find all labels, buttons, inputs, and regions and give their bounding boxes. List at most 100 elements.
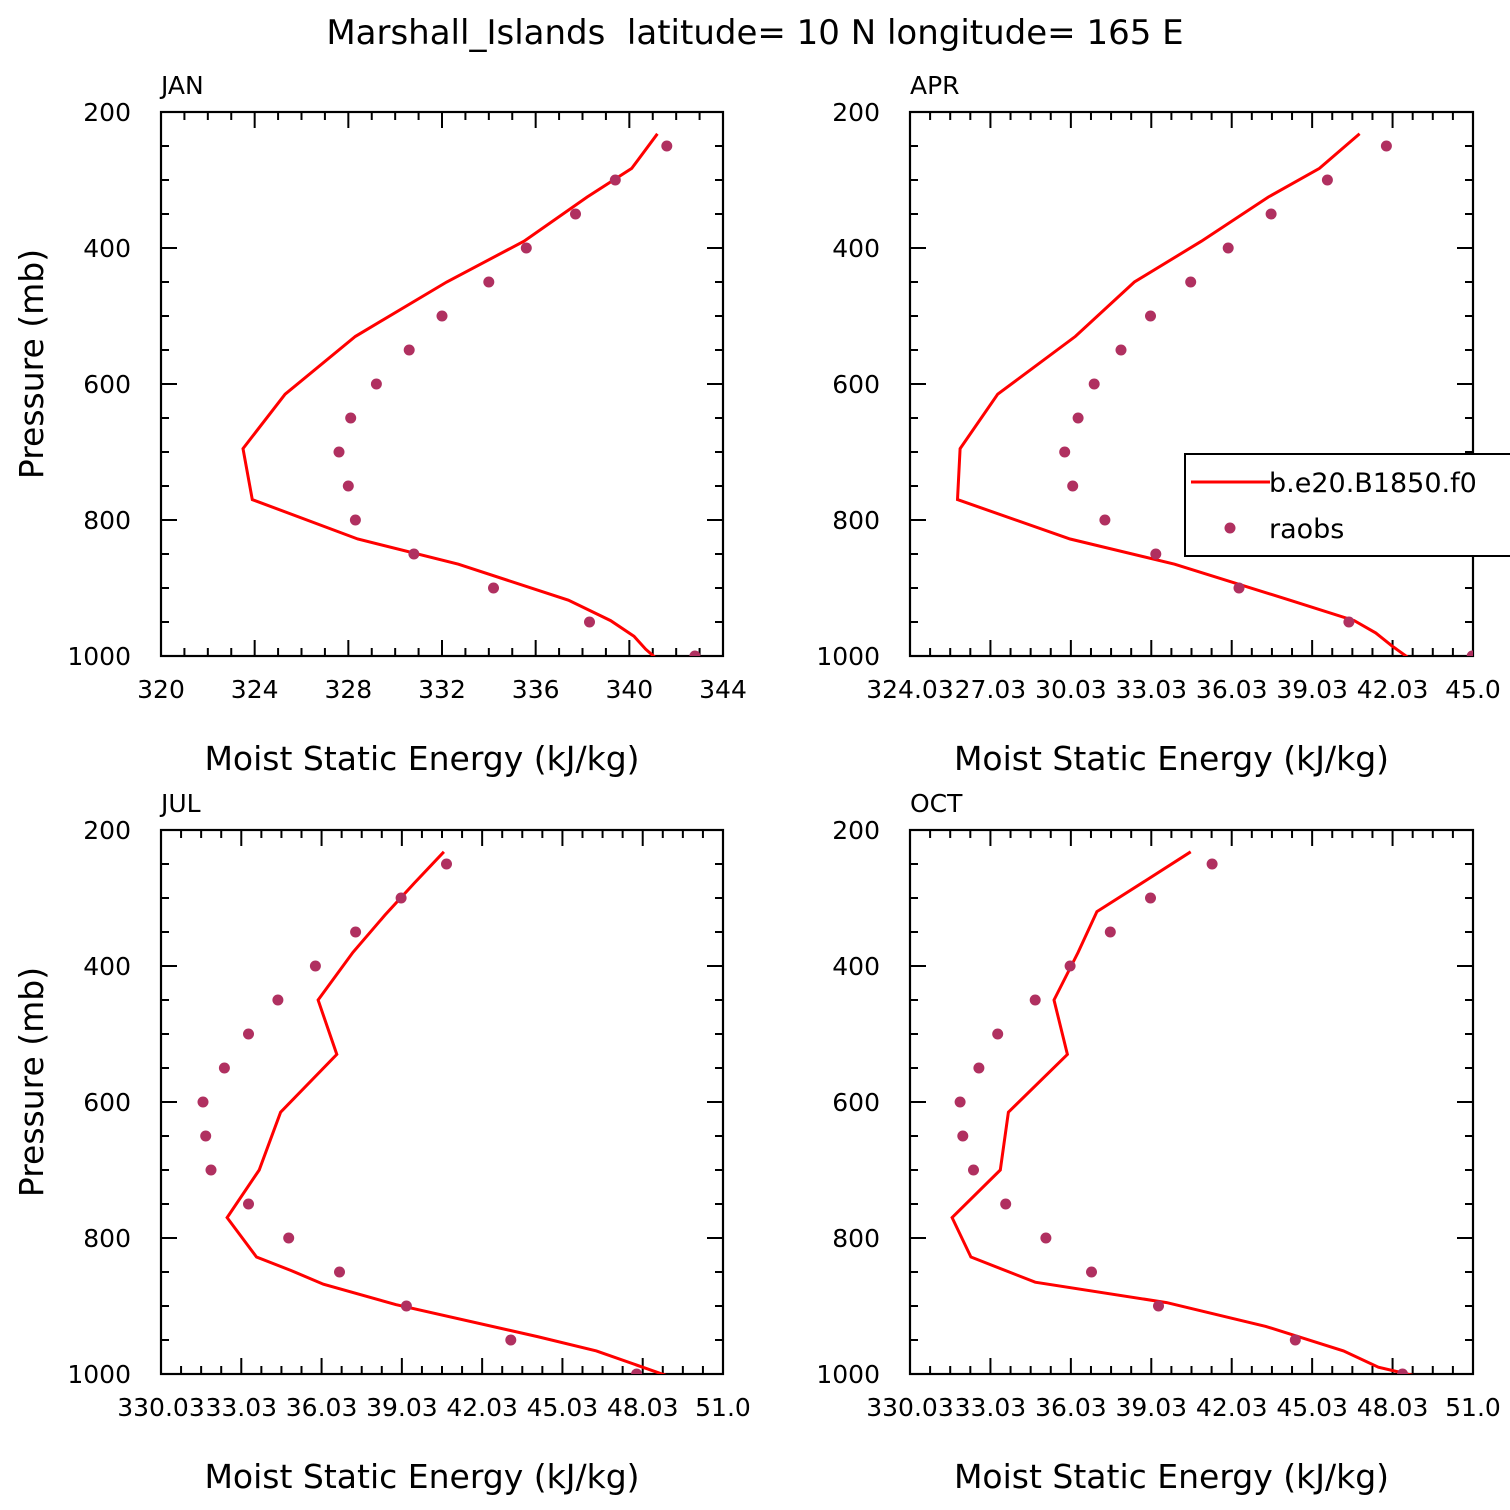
panel-jul: JUL 330.03 33.03 36.03 39.03 42.03 45.03 48.03 5… bbox=[12, 789, 751, 1496]
x-tick-label: 42.03 bbox=[1357, 675, 1429, 704]
x-tick-label: 27.03 bbox=[955, 675, 1027, 704]
raobs-point bbox=[1466, 650, 1473, 656]
y-tick-label: 400 bbox=[83, 952, 131, 981]
raobs-point bbox=[1380, 140, 1392, 152]
raobs-point bbox=[333, 446, 345, 458]
y-tick-label: 800 bbox=[832, 506, 880, 535]
legend-model-label: b.e20.B1850.f0 bbox=[1269, 468, 1477, 499]
raobs-point bbox=[1145, 892, 1156, 904]
plot-frame bbox=[908, 110, 1475, 658]
x-tick-label: 45.0 bbox=[1445, 675, 1501, 704]
y-tick-label: 600 bbox=[83, 370, 131, 399]
x-axis-label: Moist Static Energy (kJ/kg) bbox=[954, 739, 1389, 778]
plot-frame bbox=[159, 828, 725, 1376]
x-tick-label: 330.03 bbox=[117, 1393, 204, 1422]
raobs-point bbox=[243, 1198, 254, 1210]
x-tick-label: 340 bbox=[605, 675, 653, 704]
y-tick-label: 1000 bbox=[816, 642, 880, 671]
panel-label: JUL bbox=[159, 789, 201, 818]
x-tick-label: 48.03 bbox=[1357, 1393, 1429, 1422]
raobs-point bbox=[283, 1232, 295, 1244]
panel-apr: APR 324.03 27.03 30.03 33.03 36.03 39.03 42.03 4… bbox=[816, 71, 1510, 778]
raobs-point bbox=[661, 140, 673, 152]
raobs-point bbox=[370, 378, 382, 390]
raobs-point bbox=[1000, 1198, 1012, 1210]
raobs-point bbox=[1059, 446, 1071, 458]
model-series-line bbox=[225, 850, 667, 1374]
raobs-point bbox=[408, 548, 420, 560]
panels: JAN 320 324 328 332 336 340 344 200 400 600 800 1000… bbox=[12, 71, 1510, 1496]
x-tick-label: 328 bbox=[324, 675, 372, 704]
raobs-point bbox=[400, 1300, 412, 1312]
raobs-point bbox=[1088, 378, 1100, 390]
panel-jan: JAN 320 324 328 332 336 340 344 200 400 600 800 1000… bbox=[12, 71, 747, 778]
raobs-point bbox=[973, 1062, 985, 1074]
raobs-point bbox=[1029, 994, 1041, 1006]
y-tick-label: 400 bbox=[83, 234, 131, 263]
y-tick-label: 800 bbox=[83, 1224, 131, 1253]
plot-data bbox=[197, 850, 667, 1374]
x-axis-label: Moist Static Energy (kJ/kg) bbox=[204, 739, 639, 778]
raobs-point bbox=[1040, 1232, 1052, 1244]
raobs-point bbox=[505, 1334, 517, 1346]
raobs-point bbox=[1145, 310, 1156, 322]
raobs-point bbox=[609, 174, 621, 186]
raobs-point bbox=[520, 242, 532, 254]
raobs-point bbox=[218, 1062, 230, 1074]
plot-data bbox=[950, 850, 1414, 1374]
x-tick-label: 39.03 bbox=[366, 1393, 438, 1422]
y-tick-label: 600 bbox=[832, 370, 880, 399]
raobs-point bbox=[1233, 582, 1245, 594]
raobs-point bbox=[488, 582, 499, 594]
y-tick-label: 400 bbox=[832, 234, 880, 263]
raobs-point bbox=[1150, 548, 1162, 560]
legend-obs-label: raobs bbox=[1269, 514, 1344, 545]
x-tick-label: 51.0 bbox=[695, 1393, 751, 1422]
plot-data bbox=[955, 132, 1473, 656]
x-tick-label: 330.03 bbox=[866, 1393, 953, 1422]
y-tick-label: 1000 bbox=[67, 642, 131, 671]
raobs-point bbox=[1343, 616, 1355, 628]
plot-data bbox=[241, 132, 701, 656]
x-tick-label: 332 bbox=[418, 675, 466, 704]
raobs-point bbox=[436, 310, 448, 322]
raobs-point bbox=[1099, 514, 1111, 526]
raobs-point bbox=[395, 892, 407, 904]
raobs-point bbox=[349, 514, 361, 526]
y-tick-label: 1000 bbox=[67, 1360, 131, 1389]
raobs-point bbox=[968, 1164, 979, 1176]
legend: b.e20.B1850.f0 raobs bbox=[1184, 453, 1510, 557]
y-tick-label: 200 bbox=[83, 816, 131, 845]
x-tick-label: 45.03 bbox=[527, 1393, 599, 1422]
raobs-point bbox=[197, 1096, 209, 1108]
raobs-point bbox=[334, 1266, 345, 1278]
raobs-point bbox=[350, 926, 362, 938]
model-series-line bbox=[241, 132, 659, 656]
x-tick-label: 51.0 bbox=[1445, 1393, 1501, 1422]
y-tick-label: 600 bbox=[832, 1088, 880, 1117]
x-tick-label: 30.03 bbox=[1035, 675, 1107, 704]
raobs-point bbox=[1185, 276, 1197, 288]
raobs-point bbox=[1064, 960, 1076, 972]
model-series-line bbox=[955, 132, 1409, 656]
figure-title: Marshall_Islands latitude= 10 N longitud… bbox=[326, 13, 1183, 53]
y-tick-label: 200 bbox=[83, 98, 131, 127]
x-tick-label: 39.03 bbox=[1276, 675, 1348, 704]
raobs-point bbox=[957, 1130, 969, 1142]
raobs-point bbox=[954, 1096, 966, 1108]
x-tick-label: 344 bbox=[699, 675, 747, 704]
raobs-point bbox=[1397, 1368, 1408, 1374]
panel-label: OCT bbox=[910, 789, 963, 818]
raobs-point bbox=[309, 960, 321, 972]
raobs-point bbox=[205, 1164, 217, 1176]
raobs-point bbox=[1153, 1300, 1164, 1312]
raobs-point bbox=[441, 858, 452, 870]
y-tick-label: 800 bbox=[83, 506, 131, 535]
panel-label: JAN bbox=[159, 71, 204, 100]
raobs-point bbox=[200, 1130, 212, 1142]
raobs-point bbox=[345, 412, 357, 424]
y-tick-label: 600 bbox=[83, 1088, 131, 1117]
x-tick-label: 33.03 bbox=[205, 1393, 277, 1422]
plot-frame bbox=[908, 828, 1475, 1376]
